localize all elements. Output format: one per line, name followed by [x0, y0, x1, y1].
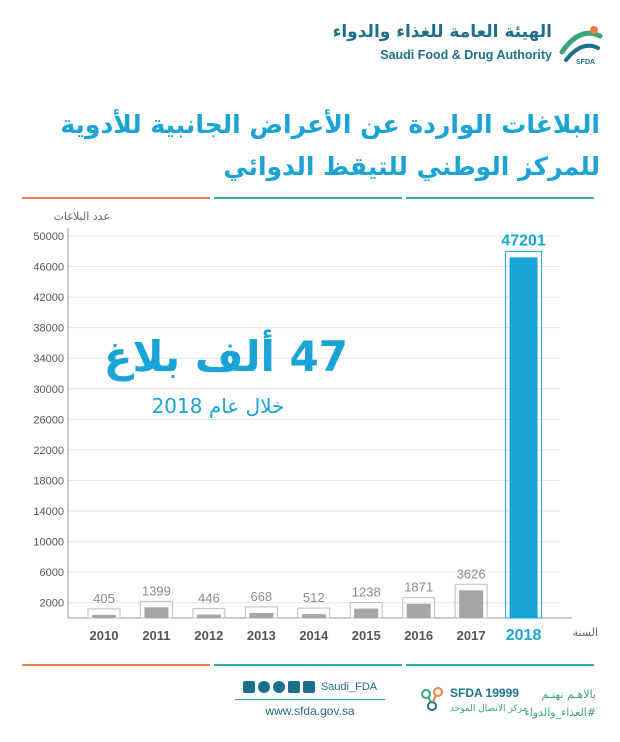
y-tick-label: 14000 — [33, 506, 64, 518]
bar-2015 — [354, 608, 379, 618]
divider-top-orange — [22, 197, 210, 199]
hotline-logo-icon — [421, 687, 443, 711]
y-tick-label: 38000 — [33, 323, 64, 335]
instagram-icon[interactable] — [272, 681, 285, 693]
bar-2010 — [92, 614, 116, 618]
highlight-headline: 47 ألف بلاغ — [103, 332, 348, 381]
y-tick-label: 2000 — [40, 598, 64, 610]
y-tick-label: 10000 — [33, 537, 64, 549]
divider-bottom-orange — [22, 664, 210, 666]
bar-2014 — [301, 614, 326, 618]
y-tick-label: 50000 — [33, 231, 64, 243]
y-tick-label: 26000 — [33, 414, 64, 426]
bar-2016 — [406, 603, 431, 618]
x-tick-label-2016: 2016 — [404, 628, 433, 643]
x-axis-title: السنة — [573, 626, 598, 639]
website-underline — [235, 699, 385, 700]
highlight-subline: خلال عام 2018 — [151, 394, 285, 418]
twitter-icon[interactable] — [242, 681, 255, 693]
y-tick-label: 30000 — [33, 384, 64, 396]
y-tick-label: 42000 — [33, 292, 64, 304]
value-label-2011: 1399 — [142, 583, 171, 598]
hotline-label: مركز الاتصال الموحد — [450, 704, 528, 714]
social-row: Saudi_FDA — [220, 681, 400, 693]
value-label-2012: 446 — [198, 591, 220, 606]
snapchat-icon[interactable] — [257, 681, 270, 693]
slogan-hashtag[interactable]: #الغذاء_والدواء — [524, 706, 596, 719]
value-label-2018: 47201 — [501, 232, 546, 249]
value-label-2016: 1871 — [404, 580, 433, 595]
value-label-2013: 668 — [250, 589, 272, 604]
bar-chart: عدد البلاغات السنة 2000 6000 10000 14000 180… — [33, 210, 598, 644]
x-tick-label-2012: 2012 — [194, 628, 223, 643]
x-tick-label-2013: 2013 — [247, 628, 276, 643]
y-tick-label: 22000 — [33, 445, 64, 457]
y-tick-label: 6000 — [40, 567, 64, 579]
x-tick-label-2014: 2014 — [299, 628, 329, 643]
chart-title-line2: للمركز الوطني للتيقظ الدوائي — [223, 152, 600, 181]
sfda-logo: الهيئة العامة للغذاء والدواء Saudi Food … — [320, 20, 610, 72]
divider-bottom-teal — [214, 664, 402, 666]
value-label-2015: 1238 — [352, 585, 381, 600]
y-tick-label: 18000 — [33, 475, 64, 487]
logo-badge: SFDA — [576, 59, 595, 66]
hotline-block: SFDA 19999 مركز الاتصال الموحد — [420, 684, 570, 724]
footer-social: Saudi_FDA www.sfda.gov.sa — [220, 681, 400, 718]
website-link[interactable]: www.sfda.gov.sa — [265, 704, 355, 718]
bar-2018 — [509, 257, 538, 618]
sfda-logo-icon: SFDA — [559, 26, 603, 66]
divider-top-teal-2 — [406, 197, 594, 199]
youtube-icon[interactable] — [287, 681, 300, 693]
org-name-ar: الهيئة العامة للغذاء والدواء — [332, 22, 552, 42]
x-tick-label-2015: 2015 — [352, 628, 381, 643]
org-name-en: Saudi Food & Drug Authority — [380, 48, 552, 62]
facebook-icon[interactable] — [302, 681, 315, 693]
x-tick-label-2011: 2011 — [142, 628, 170, 643]
x-tick-label-2010: 2010 — [90, 628, 119, 643]
y-axis-title: عدد البلاغات — [54, 210, 110, 223]
divider-top-teal — [214, 197, 402, 199]
slogan-line1: بالاهـم نهتـم — [541, 688, 596, 701]
footer-slogan: بالاهـم نهتـم #الغذاء_والدواء — [525, 686, 596, 722]
bar-2017 — [459, 590, 484, 618]
social-handle[interactable]: Saudi_FDA — [320, 681, 378, 693]
bar-2012 — [196, 614, 221, 618]
value-label-2014: 512 — [303, 590, 325, 605]
value-label-2010: 405 — [93, 591, 115, 606]
x-tick-label-2017: 2017 — [457, 628, 486, 643]
bar-2013 — [249, 612, 274, 618]
value-label-2017: 3626 — [457, 566, 486, 581]
bar-2011 — [144, 607, 169, 618]
chart-title-line1: البلاغات الواردة عن الأعراض الجانبية للأ… — [60, 110, 600, 139]
x-tick-label-2018: 2018 — [506, 627, 542, 644]
website-block: www.sfda.gov.sa — [220, 699, 400, 718]
hotline-number[interactable]: SFDA 19999 — [450, 686, 519, 700]
y-tick-label: 46000 — [33, 262, 64, 274]
y-tick-label: 34000 — [33, 353, 64, 365]
divider-bottom-teal-2 — [406, 664, 594, 666]
